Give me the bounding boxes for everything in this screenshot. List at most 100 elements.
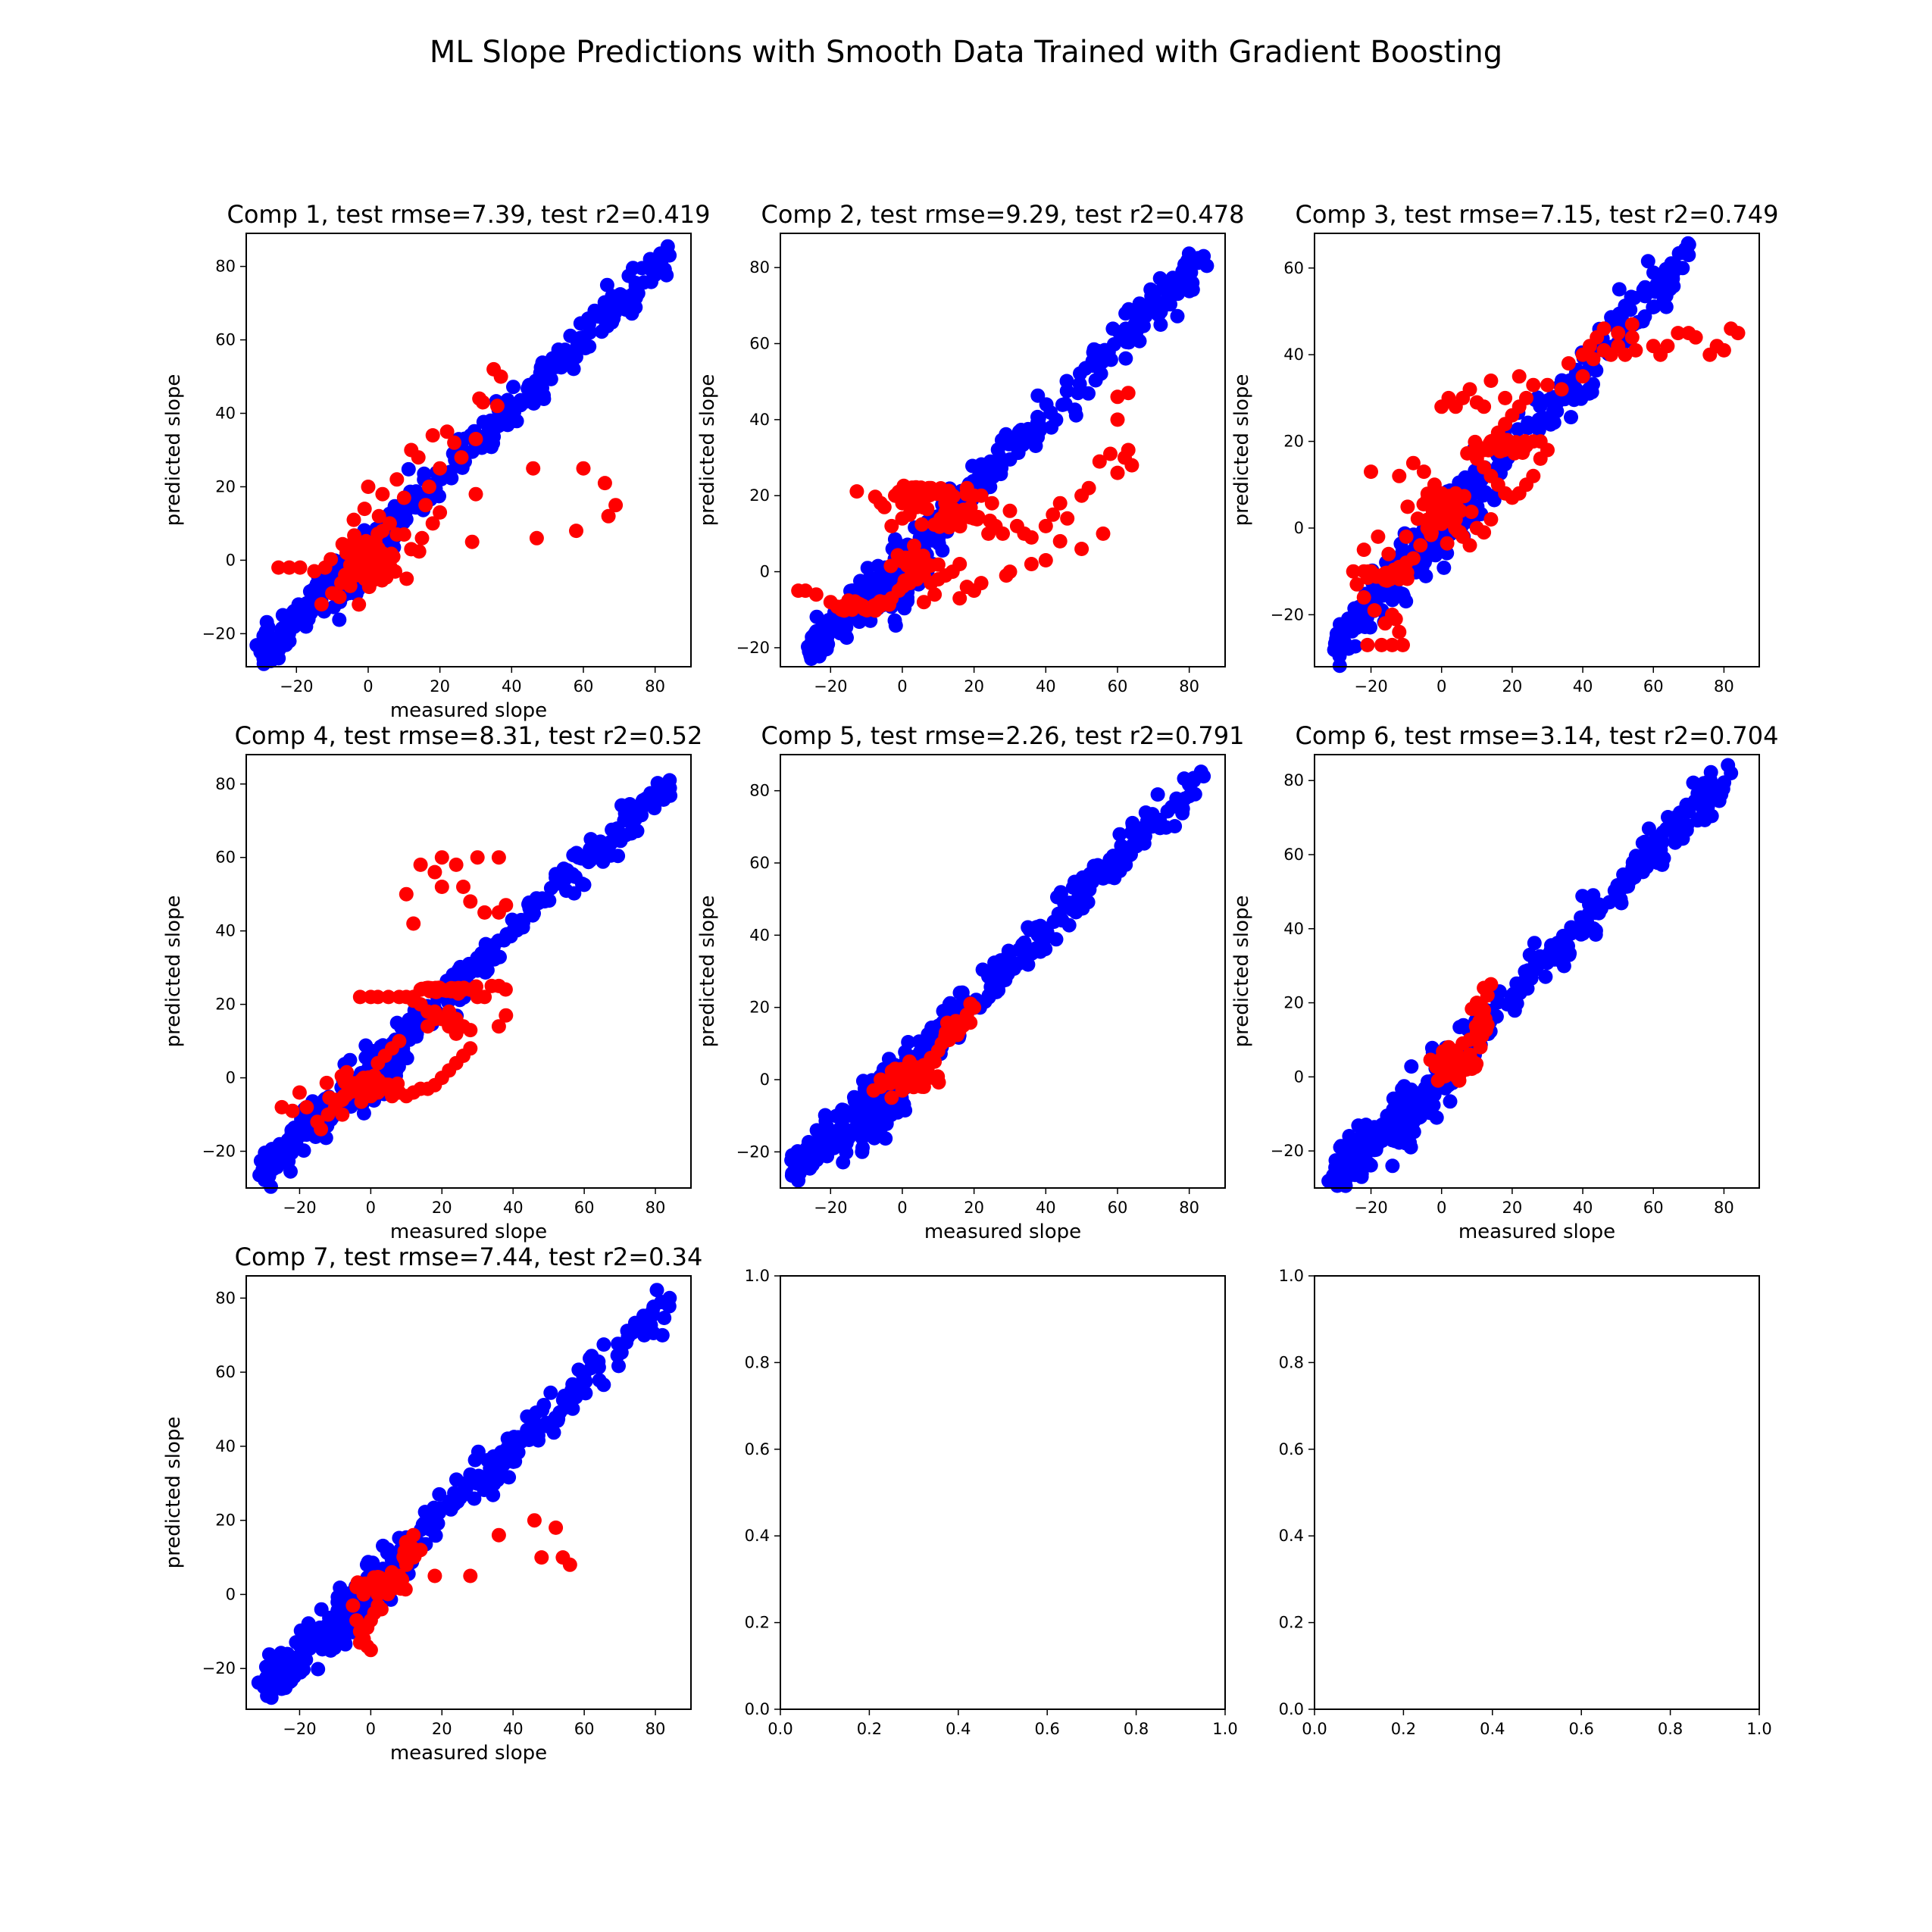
test-point bbox=[357, 502, 372, 517]
train-point bbox=[887, 613, 902, 628]
test-point bbox=[1346, 564, 1361, 579]
x-tick-label: −20 bbox=[1354, 1199, 1387, 1217]
test-point bbox=[597, 476, 612, 491]
train-point bbox=[809, 1123, 824, 1138]
test-point bbox=[340, 1074, 355, 1089]
test-point bbox=[1392, 468, 1407, 483]
x-axis-label: measured slope bbox=[390, 1221, 547, 1243]
test-point bbox=[1575, 369, 1590, 384]
y-tick-label: 0.8 bbox=[745, 1353, 770, 1371]
test-point bbox=[963, 1015, 978, 1030]
x-tick-label: 0.0 bbox=[1302, 1720, 1327, 1738]
x-tick-label: 80 bbox=[1179, 1199, 1199, 1217]
test-point bbox=[562, 1557, 577, 1572]
train-point bbox=[1125, 815, 1140, 830]
train-point bbox=[1665, 267, 1680, 281]
train-point bbox=[1058, 396, 1073, 411]
train-point bbox=[1404, 1059, 1419, 1074]
train-point bbox=[538, 369, 553, 384]
test-point bbox=[916, 567, 931, 583]
test-point bbox=[425, 428, 440, 443]
train-point bbox=[1654, 833, 1669, 848]
x-tick-label: 80 bbox=[645, 677, 665, 696]
test-point bbox=[952, 557, 968, 571]
figure-title: ML Slope Predictions with Smooth Data Tr… bbox=[430, 35, 1502, 70]
train-point bbox=[306, 582, 320, 597]
x-tick-label: −20 bbox=[283, 1199, 316, 1217]
test-point bbox=[1464, 505, 1479, 520]
test-point bbox=[1371, 529, 1386, 544]
y-tick-label: 0 bbox=[1294, 519, 1304, 537]
train-point bbox=[1196, 769, 1211, 784]
test-point bbox=[1420, 492, 1435, 507]
train-point bbox=[535, 355, 550, 370]
test-point bbox=[1385, 637, 1399, 652]
x-tick-label: −20 bbox=[1354, 677, 1387, 696]
test-point bbox=[527, 1513, 542, 1528]
y-tick-label: 20 bbox=[1283, 994, 1304, 1012]
test-point bbox=[941, 483, 956, 499]
train-point bbox=[590, 309, 605, 324]
test-point bbox=[390, 1076, 405, 1091]
test-point bbox=[849, 484, 864, 499]
test-point bbox=[433, 505, 448, 520]
test-point bbox=[451, 986, 466, 1001]
test-point bbox=[1081, 480, 1096, 496]
train-point bbox=[1724, 765, 1739, 780]
train-point bbox=[506, 380, 521, 395]
subplot-5: Comp 5, test rmse=2.26, test r2=0.791 −20… bbox=[696, 721, 1245, 1243]
test-point bbox=[1060, 511, 1075, 526]
train-point bbox=[1377, 586, 1392, 602]
test-point bbox=[920, 502, 935, 517]
subplot-4: Comp 4, test rmse=8.31, test r2=0.52 −20 0… bbox=[162, 721, 702, 1243]
test-point bbox=[1410, 511, 1425, 527]
test-point bbox=[1400, 499, 1415, 514]
test-point bbox=[1433, 516, 1449, 531]
train-point bbox=[1049, 932, 1064, 947]
test-point bbox=[1512, 369, 1527, 384]
x-tick-label: 0.2 bbox=[1391, 1720, 1416, 1738]
test-point bbox=[1462, 382, 1477, 397]
train-point bbox=[1082, 882, 1097, 897]
train-point bbox=[1044, 420, 1059, 435]
train-point bbox=[983, 980, 999, 995]
subplot-title: Comp 1, test rmse=7.39, test r2=0.419 bbox=[227, 200, 711, 229]
train-point bbox=[417, 1505, 433, 1520]
test-point bbox=[1628, 342, 1643, 358]
train-point bbox=[1522, 947, 1537, 962]
test-point bbox=[371, 508, 386, 524]
test-point bbox=[1561, 356, 1576, 371]
y-tick-label: 60 bbox=[749, 335, 770, 353]
train-point bbox=[602, 837, 617, 852]
test-point bbox=[358, 571, 373, 586]
ticks: −20 0 20 40 60 80 −20 0 20 40 60 80 bbox=[202, 1289, 666, 1738]
train-point bbox=[871, 558, 886, 574]
test-point bbox=[601, 508, 616, 524]
train-point bbox=[1140, 814, 1155, 829]
train-point bbox=[467, 957, 482, 972]
test-point bbox=[1356, 542, 1371, 558]
train-point bbox=[1100, 345, 1115, 361]
test-point bbox=[1526, 468, 1541, 483]
train-point bbox=[1686, 775, 1701, 790]
test-point bbox=[346, 512, 361, 527]
test-point bbox=[1038, 553, 1053, 567]
train-point bbox=[464, 444, 480, 459]
train-point bbox=[1177, 771, 1192, 786]
train-point bbox=[1136, 836, 1152, 851]
train-point bbox=[802, 644, 817, 659]
train-point bbox=[543, 1385, 558, 1400]
test-point bbox=[1586, 352, 1601, 367]
train-point bbox=[1153, 305, 1168, 319]
test-point bbox=[299, 1099, 314, 1114]
test-point bbox=[1688, 330, 1703, 345]
train-point bbox=[302, 599, 317, 614]
train-point bbox=[1666, 279, 1681, 294]
test-point bbox=[1477, 980, 1492, 996]
train-point bbox=[655, 1327, 670, 1343]
axes-frame bbox=[1314, 1275, 1760, 1710]
train-point bbox=[1333, 1140, 1348, 1155]
y-tick-label: 60 bbox=[215, 331, 236, 349]
test-point bbox=[852, 597, 868, 612]
train-point bbox=[635, 1318, 649, 1333]
